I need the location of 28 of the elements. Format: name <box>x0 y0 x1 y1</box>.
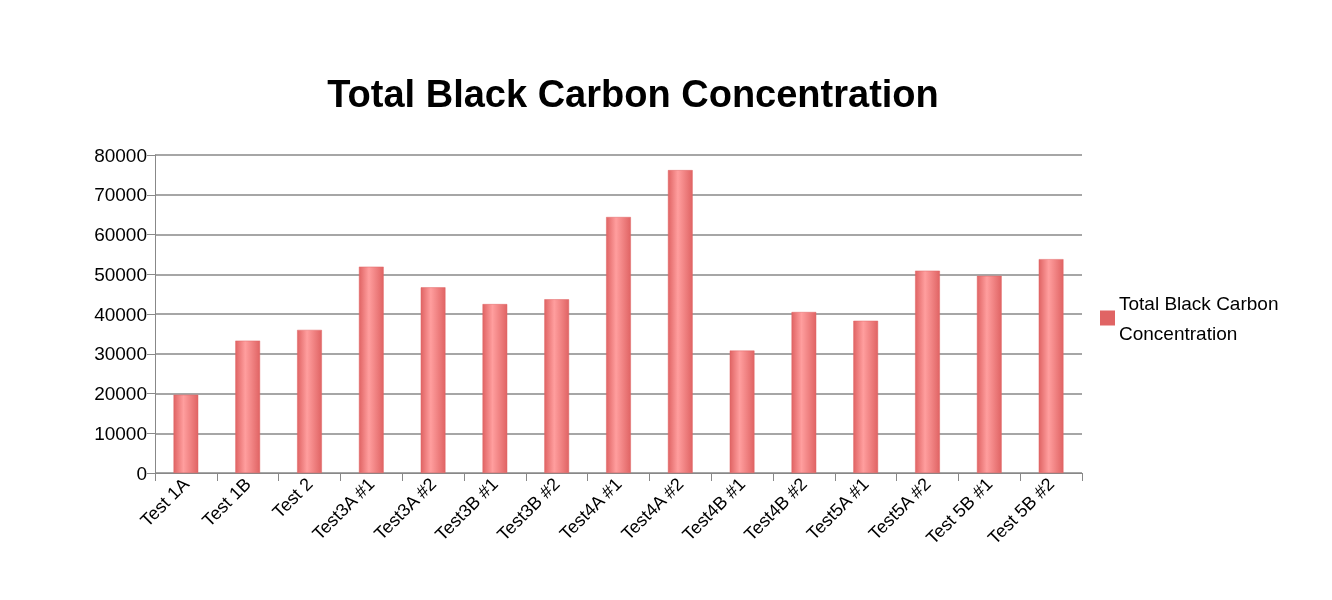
x-tick-label: Test 2 <box>268 473 317 522</box>
y-tick-label: 60000 <box>94 224 147 245</box>
bar <box>976 275 1002 473</box>
x-tick-label: Test 1B <box>198 473 255 531</box>
y-tick-label: 80000 <box>94 144 147 166</box>
y-tick-label: 70000 <box>94 184 147 206</box>
bar <box>173 394 199 473</box>
bar <box>420 287 446 473</box>
bar <box>297 329 322 473</box>
bar <box>915 270 940 473</box>
chart-title: Total Black Carbon Concentration <box>327 73 939 115</box>
y-tick-label: 30000 <box>94 343 147 365</box>
bar <box>358 266 384 473</box>
bar <box>1038 259 1064 473</box>
y-tick-label: 10000 <box>94 422 147 444</box>
bar <box>667 170 693 473</box>
y-tick-label: 40000 <box>94 303 147 325</box>
bar <box>853 320 879 473</box>
bar <box>791 312 817 473</box>
bar <box>544 299 570 473</box>
bar <box>235 340 261 473</box>
bar <box>729 350 755 473</box>
legend-label: Total Black Carbon Concentration <box>1119 292 1284 344</box>
y-tick-label: 0 <box>136 462 147 484</box>
bar <box>482 304 508 473</box>
y-tick-label: 20000 <box>94 383 147 404</box>
y-tick-label: 50000 <box>94 263 147 285</box>
bar <box>606 217 631 473</box>
